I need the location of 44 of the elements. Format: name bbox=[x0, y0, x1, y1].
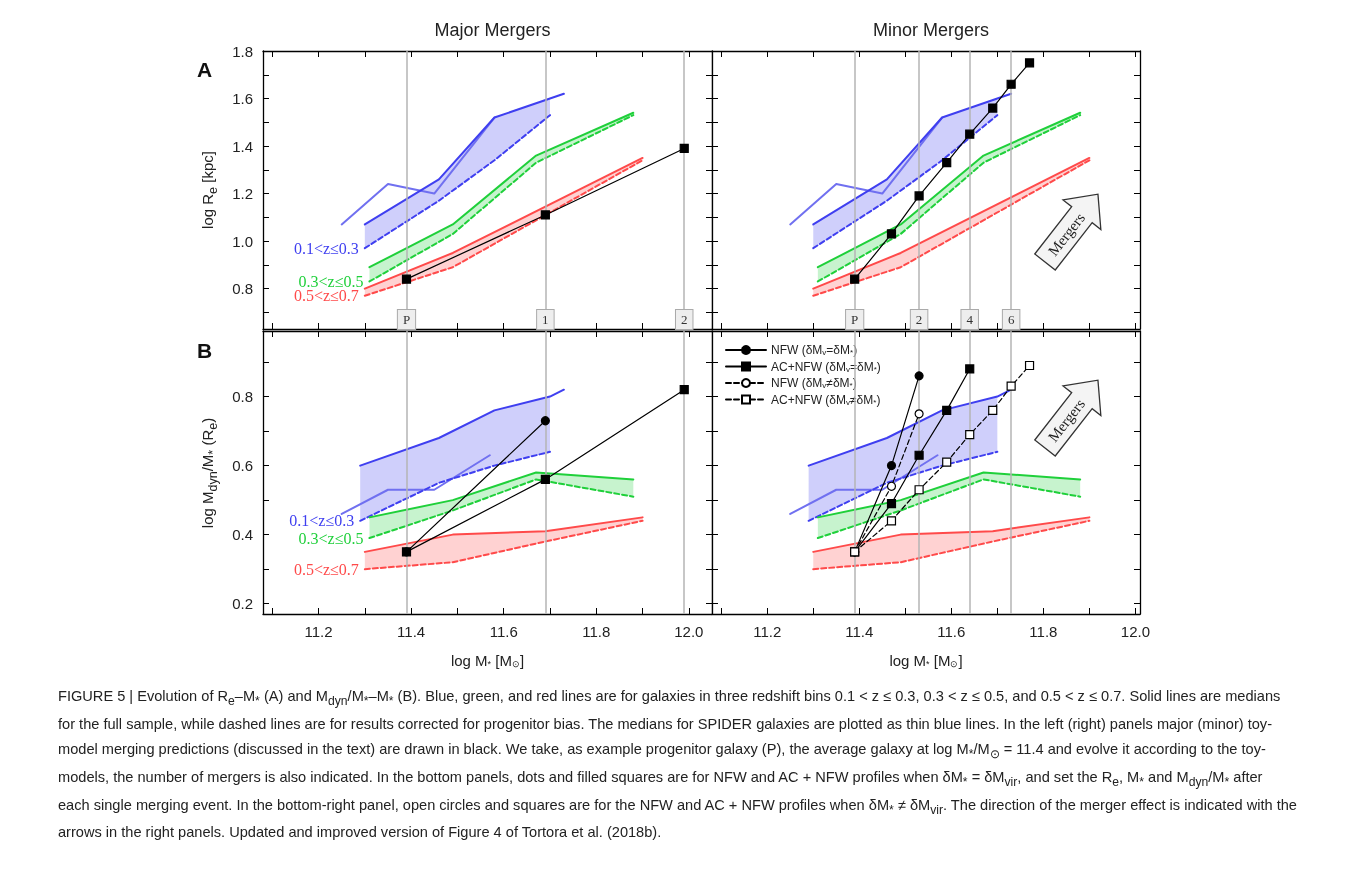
annotation: 2 bbox=[915, 312, 923, 327]
legend-label: AC+NFW (δMv≠δM*) bbox=[771, 392, 881, 407]
text: FIGURE 5 | Evolution of R$_{e}$–M$_{*}$ (A) and M$_{dyn}$/M$_{*}$–M$_{*}$ (B). Blue, green, and red lines are for galaxies in three redshift bins 0.1 < z ≤ 0.3, 0.3 < z ≤ 0.5, and 0.5 < z ≤ 0.7. Solid lines are medians for the full sample, while dashed lines are for results corrected for progenitor bias. The medians for SPIDER galaxies are plotted as thin blue lines. In the left (right) panels major (minor) toy-model merging predictions (discussed in the text) are drawn in black. We take, as example progenitor galaxy (P), the average galaxy at log M$_{*}$/M$_{⊙}$ = 11.4 and evolve it according to the toy-models, the number of mergers is also indicated. In the bottom panels, dots and filled squares are for NFW and AC + NFW profiles when δM$_{*}$ = δM$_{vir}$, and set the R$_{e}$, M$_{*}$ and M$_{dyn}$/M$_{*}$ after each single merging event. In the bottom-right panel, open circles and squares are for the NFW and AC + NFW profiles when δM$_{*}$ ≠ δM$_{vir}$. The direction of the merger effect is indicated with the arrows in the right panels. Updated and improved version of Figure 4 of Tortora et al. (2018b). bbox=[58, 688, 1297, 841]
x-tick-label: 11.8 bbox=[582, 623, 611, 640]
y-tick-label: 0.4 bbox=[232, 526, 253, 544]
x-axis-title: log M* [M⊙] bbox=[450, 651, 525, 669]
legend-label: AC+NFW (δMv=δM*) bbox=[771, 359, 881, 374]
annotation: 2 bbox=[680, 312, 688, 327]
y-tick-label: 1.2 bbox=[232, 185, 253, 203]
y-tick-label: 1.8 bbox=[232, 42, 253, 60]
x-tick-label: 11.2 bbox=[753, 623, 782, 640]
chart-title: Minor Mergers bbox=[872, 20, 990, 40]
x-tick-label: 11.6 bbox=[937, 623, 966, 640]
y-tick-label: 0.2 bbox=[232, 595, 253, 613]
series-label: 0.3<z≤0.5 bbox=[298, 272, 364, 290]
series-label: 0.5<z≤0.7 bbox=[293, 560, 359, 578]
annotation: 6 bbox=[1007, 312, 1015, 327]
x-tick-label: 11.2 bbox=[304, 623, 333, 640]
chart-title: Major Mergers bbox=[434, 20, 551, 40]
x-tick-label: 11.8 bbox=[1029, 623, 1058, 640]
x-tick-label: 12.0 bbox=[1120, 623, 1150, 640]
legend-label: NFW (δMv≠δM*) bbox=[771, 376, 857, 390]
series-label: 0.3<z≤0.5 bbox=[298, 529, 364, 547]
legend-label: NFW (δMv=δM*) bbox=[771, 343, 858, 357]
series-label: 0.1<z≤0.3 bbox=[289, 512, 355, 530]
x-axis-title: log M* [M⊙] bbox=[889, 651, 963, 669]
annotation: 4 bbox=[966, 312, 974, 327]
x-tick-label: 11.4 bbox=[845, 623, 874, 640]
text: A bbox=[197, 58, 213, 82]
y-tick-label: 1.6 bbox=[232, 90, 253, 108]
annotation: P bbox=[402, 312, 411, 327]
y-tick-label: 1.0 bbox=[232, 232, 253, 250]
series-label: 0.1<z≤0.3 bbox=[293, 239, 359, 257]
annotation: P bbox=[851, 312, 859, 327]
x-tick-label: 11.4 bbox=[397, 623, 426, 640]
series-label: 0.5<z≤0.7 bbox=[293, 287, 359, 305]
y-tick-label: 0.6 bbox=[232, 457, 253, 475]
text: B bbox=[197, 339, 213, 363]
y-tick-label: 0.8 bbox=[232, 388, 253, 406]
y-tick-label: 0.8 bbox=[232, 280, 253, 298]
y-tick-label: 1.4 bbox=[232, 137, 253, 155]
x-tick-label: 12.0 bbox=[674, 623, 704, 640]
annotation: 1 bbox=[542, 312, 549, 327]
x-tick-label: 11.6 bbox=[489, 623, 518, 640]
